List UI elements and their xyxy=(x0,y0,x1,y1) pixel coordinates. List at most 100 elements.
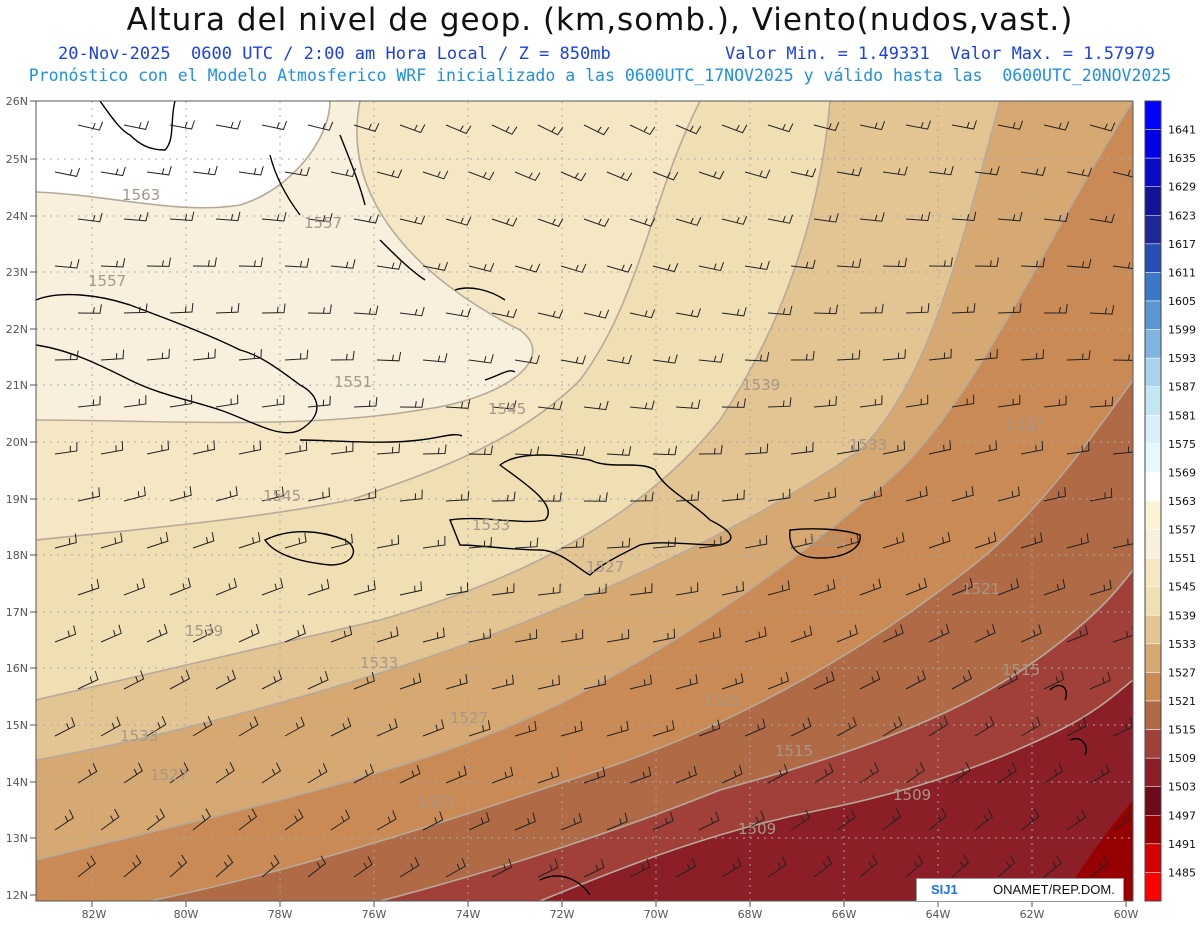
wind-barb xyxy=(859,121,886,131)
wind-barb xyxy=(698,170,725,180)
wind-barb xyxy=(905,670,927,690)
wind-barb xyxy=(1020,808,1040,831)
wind-barb xyxy=(1043,487,1067,502)
wind-barb xyxy=(261,578,284,596)
puerto-rico-coast xyxy=(789,528,861,559)
wind-barb xyxy=(951,577,973,596)
wind-barb xyxy=(54,809,74,831)
wind-barb xyxy=(698,353,724,363)
colorbar-swatch xyxy=(1144,415,1162,445)
wind-barb xyxy=(675,674,698,690)
wind-barb xyxy=(284,716,305,737)
wind-barb xyxy=(238,624,260,643)
wind-barb xyxy=(123,212,149,222)
wind-barb xyxy=(1043,670,1065,690)
contour-label: 1527 xyxy=(150,766,188,784)
wind-barb xyxy=(123,578,146,596)
wind-barb xyxy=(146,532,169,549)
wind-barb xyxy=(813,579,836,596)
colorbar-label: 1623 xyxy=(1168,209,1196,222)
wind-barb xyxy=(836,533,859,549)
wind-barb xyxy=(1043,855,1062,878)
colorbar-swatch xyxy=(1144,815,1162,845)
wind-barb xyxy=(652,720,675,737)
wind-barb xyxy=(399,306,425,317)
wind-barb xyxy=(376,810,397,831)
wind-barb xyxy=(790,350,815,361)
wind-barb xyxy=(836,441,860,455)
wind-barb xyxy=(836,809,856,831)
wind-barb xyxy=(1089,763,1110,784)
wind-barb xyxy=(192,348,216,361)
wind-barb xyxy=(1112,810,1133,831)
lon-label: 62W xyxy=(1020,908,1045,921)
wind-barb xyxy=(997,486,1020,502)
wind-barb xyxy=(721,581,745,596)
wind-barb xyxy=(146,440,170,455)
wind-barb xyxy=(859,578,882,596)
wind-barb xyxy=(514,263,541,273)
wind-barb xyxy=(997,211,1023,222)
wind-barb xyxy=(77,304,102,314)
organization-label: ONAMET/REP.DOM. xyxy=(993,882,1115,897)
wind-barb xyxy=(790,168,817,178)
wind-barb xyxy=(514,537,539,549)
wind-barb xyxy=(54,717,76,737)
colorbar-label: 1629 xyxy=(1168,181,1196,194)
wind-barb xyxy=(468,720,491,737)
colorbar-swatch xyxy=(1144,586,1162,616)
wind-barb xyxy=(606,720,629,737)
wind-barb xyxy=(560,263,587,273)
contour-label: 1521 xyxy=(808,532,846,550)
wind-barb xyxy=(790,717,812,737)
wind-barb xyxy=(399,124,426,134)
wind-barb xyxy=(330,625,353,643)
colorbar-swatch xyxy=(1144,843,1162,873)
exuma-coast xyxy=(379,239,426,281)
wind-barb xyxy=(1066,809,1086,831)
wind-barb xyxy=(1020,257,1046,268)
wind-barb xyxy=(422,261,449,271)
wind-barb xyxy=(790,809,811,831)
contour-label: 1509 xyxy=(738,820,776,838)
wind-barb xyxy=(261,854,280,878)
wind-barb xyxy=(606,171,633,182)
wind-barb xyxy=(790,533,813,549)
colorbar-label: 1539 xyxy=(1168,609,1196,622)
andros-coast xyxy=(269,154,301,216)
model-info-line: Pronóstico con el Modelo Atmosferico WRF… xyxy=(28,66,1172,85)
wind-barb xyxy=(836,716,857,737)
colorbar-swatch xyxy=(1144,500,1162,530)
colorbar-swatch xyxy=(1144,186,1162,216)
wind-barb xyxy=(537,766,560,784)
wind-barb xyxy=(675,490,700,502)
wind-barb xyxy=(629,858,651,878)
wind-barb xyxy=(560,446,586,456)
wind-barb xyxy=(307,855,327,878)
wind-barb xyxy=(123,120,150,130)
wind-barb xyxy=(721,765,743,784)
wind-barb xyxy=(698,627,721,643)
wind-barb xyxy=(261,395,285,408)
contour-label: 1521 xyxy=(704,692,742,710)
wind-barb xyxy=(721,307,747,317)
wind-barb xyxy=(54,533,77,549)
wind-barb xyxy=(422,170,449,180)
wind-barb xyxy=(100,624,122,643)
wind-barb xyxy=(261,762,282,784)
wind-barb xyxy=(1043,762,1064,784)
wind-barb xyxy=(813,855,833,878)
wind-barb xyxy=(583,400,609,411)
wind-barb xyxy=(583,309,610,319)
wind-barb xyxy=(123,303,148,314)
wind-barb xyxy=(928,257,953,267)
lat-label: 18N xyxy=(6,549,28,562)
wind-barb xyxy=(859,855,878,878)
wind-barb xyxy=(813,304,838,315)
wind-barb xyxy=(54,167,81,177)
wind-barb xyxy=(583,218,610,228)
wind-barb xyxy=(606,629,630,643)
wind-barb xyxy=(123,854,142,878)
wind-barb xyxy=(100,808,120,831)
wind-barb xyxy=(353,305,379,316)
